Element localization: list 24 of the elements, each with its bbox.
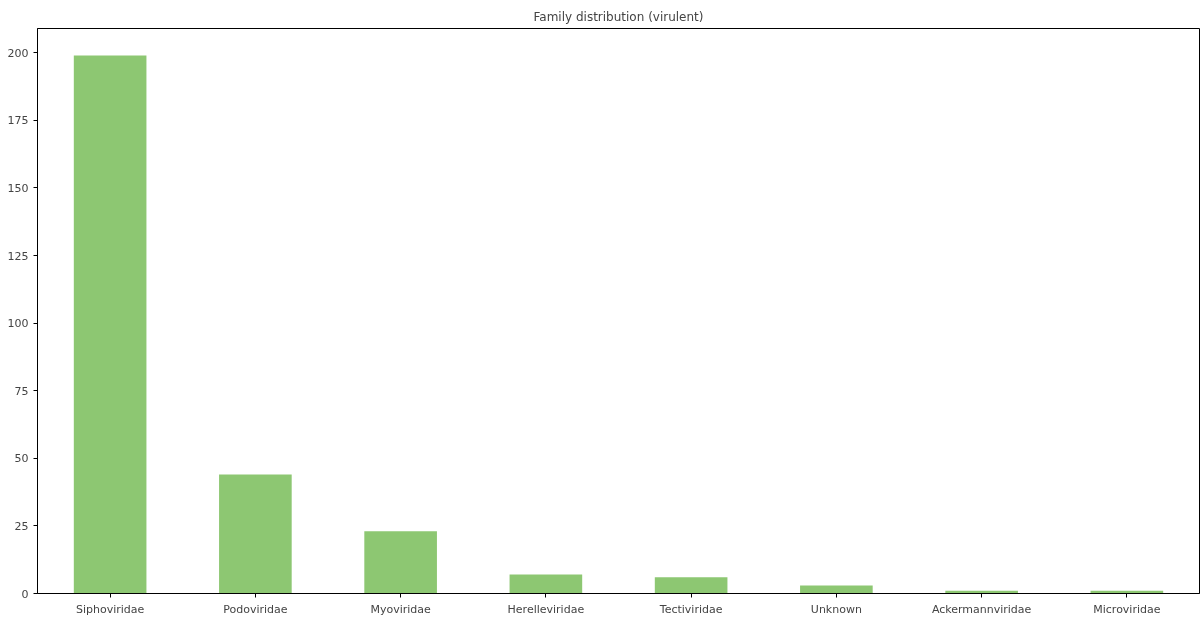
y-tick-label: 150 [7, 182, 29, 195]
x-tick-label: Herelleviridae [507, 602, 585, 616]
y-tick-label: 125 [7, 249, 29, 263]
bar [654, 577, 728, 594]
y-tick-label: 0 [21, 587, 29, 601]
chart-title: Family distribution (virulent) [533, 9, 704, 24]
y-tick-label: 100 [7, 317, 29, 331]
x-tick-label: Microviridae [1093, 602, 1161, 616]
bar [509, 574, 583, 594]
y-tick-label: 25 [14, 519, 29, 533]
x-tick-label: Myoviridae [370, 602, 432, 616]
bar [800, 585, 873, 594]
bar [219, 474, 292, 594]
x-tick-label: Unknown [810, 602, 862, 616]
x-tick-label: Tectiviridae [658, 602, 723, 616]
x-tick-label: Siphoviridae [75, 602, 145, 616]
x-tick-label: Ackermannviridae [931, 602, 1032, 616]
y-tick-label: 75 [14, 384, 29, 398]
y-tick-label: 50 [14, 452, 29, 466]
y-tick-label: 200 [7, 46, 29, 60]
bar [364, 531, 437, 594]
x-tick-label: Podoviridae [223, 602, 288, 616]
bar [73, 55, 147, 594]
y-tick-label: 175 [7, 114, 29, 128]
